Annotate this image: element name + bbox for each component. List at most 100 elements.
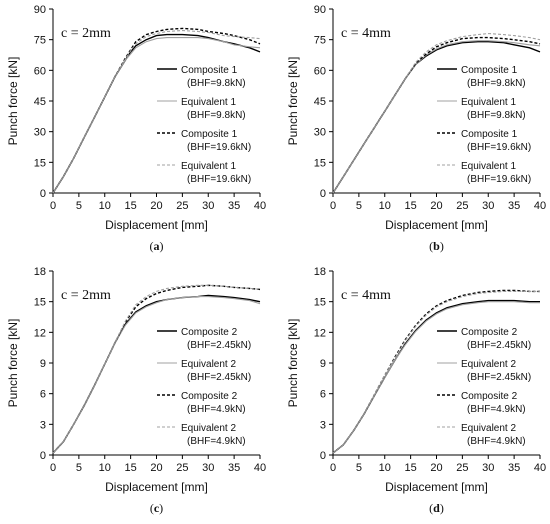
x-tick-label: 20 [430,462,442,474]
x-tick-label: 35 [228,200,240,212]
x-tick-label: 10 [379,200,391,212]
x-tick-label: 0 [330,200,336,212]
x-tick-label: 10 [99,462,111,474]
x-tick-label: 40 [534,200,546,212]
x-tick-label: 40 [534,462,546,474]
x-tick-label: 20 [430,200,442,212]
y-tick-label: 15 [314,157,326,169]
condition-annotation: c = 2mm [61,288,111,303]
y-tick-label: 9 [320,358,326,370]
chart-panel-c: 0 5 10 15 20 25 30 35 40 0 3 6 9 12 15 18 Displacement [… [6,266,266,515]
x-tick-label: 30 [202,462,214,474]
x-tick-label: 10 [379,462,391,474]
y-tick-label: 0 [320,450,326,462]
x-tick-label: 25 [456,200,468,212]
panel-caption: (d) [429,501,444,515]
legend-condition-2: (BHF=9.8kN) [467,110,526,121]
y-axis-label: Punch force [kN] [6,57,20,146]
y-tick-label: 6 [320,389,326,401]
y-tick-label: 60 [34,65,46,77]
series-line-2 [332,40,541,194]
x-tick-label: 35 [228,462,240,474]
legend-condition-1: (BHF=9.8kN) [467,78,526,89]
y-tick-label: 15 [314,297,326,309]
y-tick-label: 18 [314,266,326,278]
x-tick-label: 5 [76,462,82,474]
x-tick-label: 5 [76,200,82,212]
x-tick-label: 20 [150,462,162,474]
x-tick-label: 40 [254,200,266,212]
condition-annotation: c = 4mm [341,288,391,303]
x-tick-label: 15 [405,200,417,212]
legend-condition-4: (BHF=4.9kN) [187,436,246,447]
chart-panel-b: 0 5 10 15 20 25 30 35 40 0 15 30 45 60 75 90 Displacemen… [286,4,546,253]
x-tick-label: 35 [508,200,520,212]
legend-condition-3: (BHF=19.6kN) [187,142,251,153]
x-tick-label: 15 [125,200,137,212]
y-tick-label: 0 [40,450,46,462]
y-tick-label: 6 [40,389,46,401]
y-axis-label: Punch force [kN] [6,319,20,408]
y-tick-label: 12 [34,327,46,339]
legend-condition-2: (BHF=2.45kN) [467,372,531,383]
series-line-3 [332,36,541,194]
series-line-4 [52,284,261,454]
x-tick-label: 35 [508,462,520,474]
x-tick-label: 20 [150,200,162,212]
y-tick-label: 12 [314,327,326,339]
legend-name-1: Composite 2 [461,327,518,338]
y-axis-label: Punch force [kN] [286,57,300,146]
x-tick-label: 30 [202,200,214,212]
series-line-4 [52,29,261,194]
x-axis-label: Displacement [mm] [385,480,488,494]
legend-name-1: Composite 1 [181,65,238,76]
y-axis-label: Punch force [kN] [286,319,300,408]
legend-name-4: Equivalent 2 [461,423,516,434]
legend-name-4: Equivalent 1 [181,161,236,172]
x-tick-label: 30 [482,462,494,474]
legend-name-4: Equivalent 2 [181,423,236,434]
x-tick-label: 10 [99,200,111,212]
panel-caption: (b) [429,239,444,253]
x-tick-label: 5 [356,200,362,212]
y-tick-label: 30 [34,127,46,139]
legend-name-2: Equivalent 2 [181,359,236,370]
legend-condition-3: (BHF=4.9kN) [467,404,526,415]
legend-name-1: Composite 2 [181,327,238,338]
legend-name-4: Equivalent 1 [461,161,516,172]
legend-condition-4: (BHF=4.9kN) [467,436,526,447]
y-tick-label: 45 [34,96,46,108]
y-tick-label: 0 [40,188,46,200]
legend-name-3: Composite 1 [461,129,518,140]
x-tick-label: 25 [456,462,468,474]
x-tick-label: 30 [482,200,494,212]
legend-condition-3: (BHF=19.6kN) [467,142,531,153]
y-tick-label: 30 [314,127,326,139]
y-tick-label: 3 [320,419,326,431]
legend-condition-4: (BHF=19.6kN) [467,174,531,185]
legend-name-2: Equivalent 1 [181,97,236,108]
panel-caption: (a) [150,239,164,253]
legend-name-1: Composite 1 [461,65,518,76]
x-axis-label: Displacement [mm] [105,218,208,232]
legend-name-3: Composite 2 [181,391,238,402]
legend-condition-2: (BHF=9.8kN) [187,110,246,121]
legend-name-3: Composite 2 [461,391,518,402]
legend-name-3: Composite 1 [181,129,238,140]
y-tick-label: 9 [40,358,46,370]
x-tick-label: 40 [254,462,266,474]
x-axis-label: Displacement [mm] [385,218,488,232]
x-tick-label: 0 [50,200,56,212]
series-line-4 [332,290,540,454]
y-tick-label: 75 [34,35,46,47]
y-tick-label: 18 [34,266,46,278]
x-tick-label: 0 [330,462,336,474]
y-tick-label: 15 [34,297,46,309]
legend-condition-1: (BHF=2.45kN) [467,340,531,351]
y-tick-label: 90 [34,4,46,16]
legend-name-2: Equivalent 1 [461,97,516,108]
x-tick-label: 25 [176,462,188,474]
y-tick-label: 15 [34,157,46,169]
legend-condition-2: (BHF=2.45kN) [187,372,251,383]
